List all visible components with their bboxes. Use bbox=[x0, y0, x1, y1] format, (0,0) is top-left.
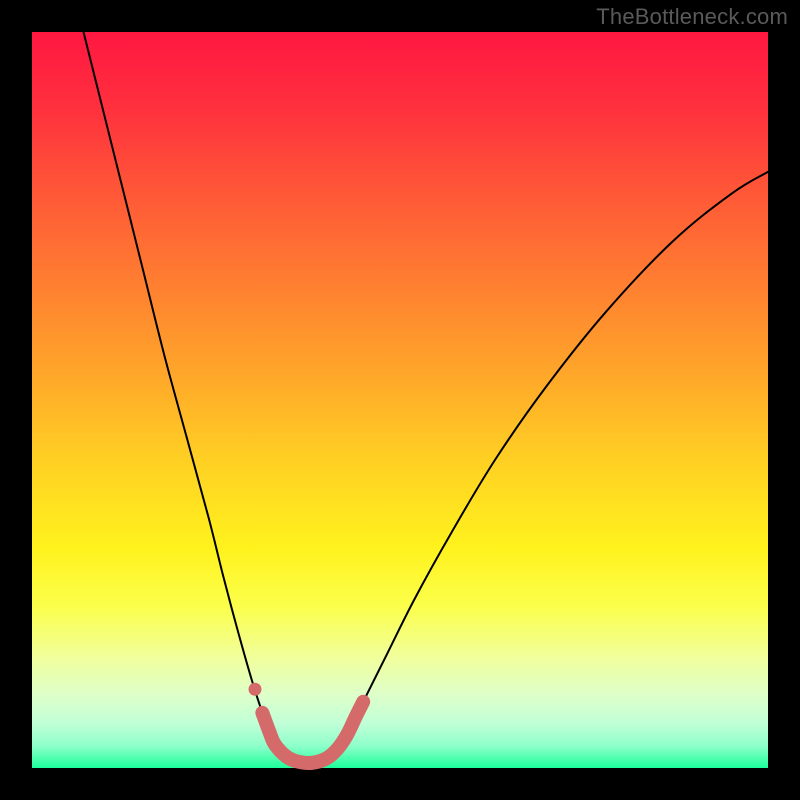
bottleneck-chart bbox=[0, 0, 800, 800]
plot-background bbox=[32, 32, 768, 768]
chart-stage: TheBottleneck.com bbox=[0, 0, 800, 800]
minimum-highlight-dot bbox=[249, 683, 262, 696]
watermark-text: TheBottleneck.com bbox=[596, 4, 788, 30]
